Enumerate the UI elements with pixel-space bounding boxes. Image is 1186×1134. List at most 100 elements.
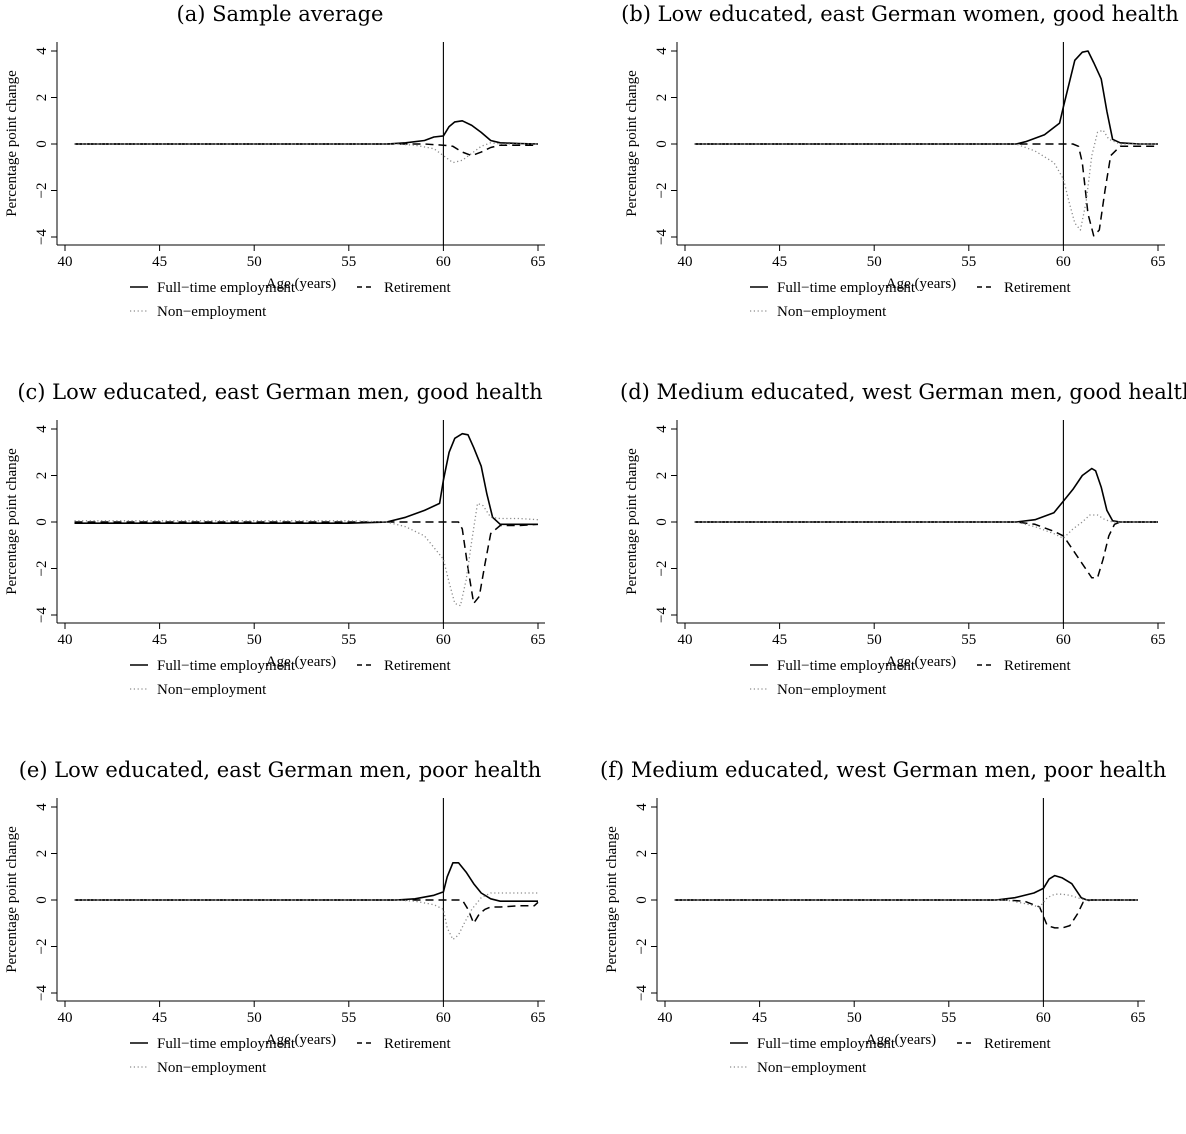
y-tick-label: 0 (634, 896, 650, 904)
legend: Full−time employment Retirement Non−employ… (730, 1036, 1051, 1076)
y-tick-label: −4 (654, 607, 670, 623)
x-tick-label: 60 (1036, 1010, 1051, 1026)
x-tick-label: 55 (341, 1010, 356, 1026)
series-line-dotted (694, 129, 1158, 231)
x-tick-label: 55 (941, 1010, 956, 1026)
chart-panel-1: (a) Sample average 40 45 50 55 60 65 −4 −2 0 2 4 Age… (0, 0, 593, 378)
x-axis-label: Age (years) (866, 1032, 936, 1048)
y-tick-label: 4 (654, 425, 670, 433)
series-line-dashed (74, 521, 539, 605)
chart-panel-3: (c) Low educated, east German men, good … (0, 378, 593, 756)
y-tick-label: −4 (34, 229, 50, 245)
legend-label: Full−time employment (157, 1036, 296, 1052)
chart-svg: 40 45 50 55 60 65 −4 −2 0 2 4 Age (years) Percentage… (624, 42, 1166, 320)
x-axis-label: Age (years) (266, 654, 336, 670)
series-line-dotted (74, 142, 538, 164)
y-tick-label: 0 (654, 140, 670, 148)
y-tick-label: −2 (654, 561, 670, 577)
series-line-solid (694, 50, 1158, 145)
x-tick-label: 65 (1151, 254, 1166, 270)
chart-svg: 40 45 50 55 60 65 −4 −2 0 2 4 Age (years) Percentage… (4, 42, 546, 320)
y-tick-label: 2 (34, 94, 50, 102)
x-tick-label: 60 (436, 632, 451, 648)
x-axis-label: Age (years) (266, 276, 336, 292)
y-tick-label: 0 (34, 896, 50, 904)
y-axis-label: Percentage point change (4, 448, 20, 595)
x-tick-label: 40 (678, 632, 693, 648)
y-tick-label: −4 (34, 985, 50, 1001)
chart-panel-5: (e) Low educated, east German men, poor … (0, 756, 593, 1134)
y-tick-label: 2 (634, 850, 650, 858)
y-tick-label: 2 (654, 472, 670, 480)
y-axis-label: Percentage point change (624, 448, 640, 595)
y-tick-label: −2 (34, 939, 50, 955)
x-tick-label: 65 (531, 632, 546, 648)
legend-label: Retirement (384, 280, 451, 296)
legend: Full−time employment Retirement Non−employ… (750, 280, 1071, 320)
x-tick-label: 55 (961, 632, 976, 648)
legend: Full−time employment Retirement Non−employ… (750, 658, 1071, 698)
y-tick-label: 2 (654, 94, 670, 102)
series-line-solid (74, 862, 538, 902)
x-tick-label: 45 (752, 1010, 767, 1026)
chart-title: (b) Low educated, east German women, goo… (621, 2, 1179, 26)
legend: Full−time employment Retirement Non−employ… (130, 280, 451, 320)
x-tick-label: 50 (247, 254, 262, 270)
chart-svg: 40 45 50 55 60 65 −4 −2 0 2 4 Age (years) Percentage… (624, 420, 1166, 698)
series-line-dotted (694, 514, 1158, 539)
x-axis-label: Age (years) (266, 1032, 336, 1048)
y-tick-label: 0 (34, 140, 50, 148)
legend-label: Non−employment (157, 304, 267, 320)
series-line-dashed (694, 521, 1158, 579)
legend-label: Retirement (384, 1036, 451, 1052)
legend-label: Non−employment (777, 304, 887, 320)
x-tick-label: 40 (58, 254, 73, 270)
series-line-dashed (674, 899, 1138, 929)
legend-label: Retirement (1004, 280, 1071, 296)
x-tick-label: 60 (1056, 254, 1071, 270)
y-tick-label: −2 (34, 561, 50, 577)
legend-label: Full−time employment (157, 658, 296, 674)
y-tick-label: −2 (634, 939, 650, 955)
y-tick-label: 4 (34, 47, 50, 55)
series-line-dashed (74, 143, 538, 157)
x-tick-label: 65 (1131, 1010, 1146, 1026)
legend: Full−time employment Retirement Non−employ… (130, 1036, 451, 1076)
series-line-dashed (74, 899, 539, 925)
x-tick-label: 50 (867, 632, 882, 648)
x-tick-label: 60 (1056, 632, 1071, 648)
legend-label: Non−employment (157, 682, 267, 698)
y-tick-label: 2 (34, 472, 50, 480)
x-tick-label: 50 (847, 1010, 862, 1026)
chart-svg: 40 45 50 55 60 65 −4 −2 0 2 4 Age (years) Percentage… (4, 420, 546, 698)
y-tick-label: −2 (654, 183, 670, 199)
chart-title: (f) Medium educated, west German men, po… (600, 758, 1167, 782)
y-axis-label: Percentage point change (4, 826, 20, 973)
chart-panel-6: (f) Medium educated, west German men, po… (600, 756, 1186, 1134)
y-tick-label: 4 (34, 803, 50, 811)
x-tick-label: 55 (341, 632, 356, 648)
y-tick-label: −4 (634, 985, 650, 1001)
legend-label: Full−time employment (157, 280, 296, 296)
series-line-dotted (74, 502, 539, 607)
x-tick-label: 45 (152, 632, 167, 648)
y-tick-label: 2 (34, 850, 50, 858)
x-tick-label: 65 (1151, 632, 1166, 648)
x-tick-label: 50 (867, 254, 882, 270)
y-tick-label: −2 (34, 183, 50, 199)
series-line-solid (74, 120, 539, 145)
x-axis-label: Age (years) (886, 276, 956, 292)
legend-label: Non−employment (157, 1060, 267, 1076)
x-axis-label: Age (years) (886, 654, 956, 670)
series-line-solid (674, 874, 1138, 901)
x-tick-label: 65 (531, 1010, 546, 1026)
legend-label: Full−time employment (757, 1036, 896, 1052)
x-tick-label: 45 (772, 632, 787, 648)
series-line-dashed (694, 143, 1158, 237)
y-tick-label: 4 (654, 47, 670, 55)
x-tick-label: 60 (436, 1010, 451, 1026)
legend-label: Full−time employment (777, 280, 916, 296)
chart-title: (c) Low educated, east German men, good … (17, 380, 543, 404)
x-tick-label: 45 (152, 254, 167, 270)
